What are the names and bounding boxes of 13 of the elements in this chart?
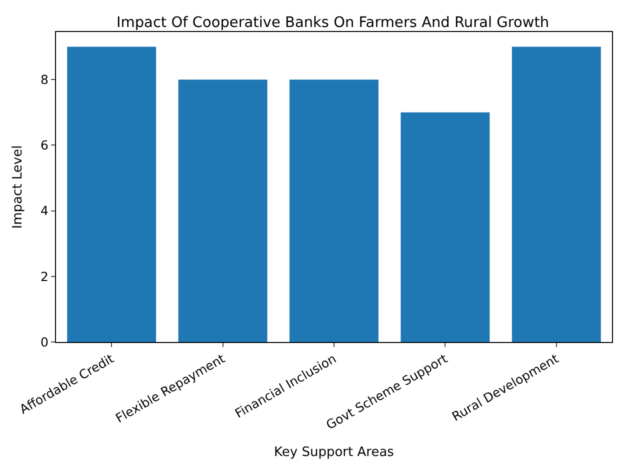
bar [178, 80, 268, 342]
y-tick-label: 2 [40, 268, 48, 284]
bar [290, 80, 378, 342]
y-tick-label: 4 [40, 203, 49, 218]
y-axis-title: Impact Level [10, 145, 26, 229]
chart-title: Impact Of Cooperative Banks On Farmers And Rural Growth [116, 15, 550, 32]
bar [512, 46, 601, 342]
x-axis-title: Key Support Areas [274, 445, 394, 460]
y-tick-label: 0 [40, 334, 49, 350]
bar [67, 46, 156, 342]
y-tick-label: 8 [40, 72, 49, 87]
bar [400, 112, 490, 342]
y-tick-label: 6 [40, 138, 49, 153]
